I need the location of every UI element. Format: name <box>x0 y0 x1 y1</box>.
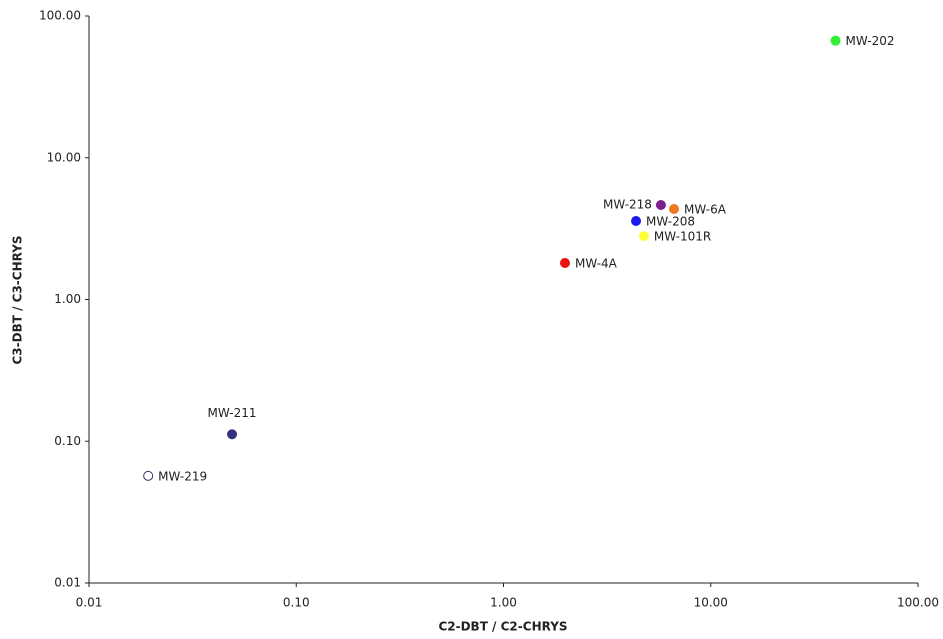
x-tick-label: 10.00 <box>694 596 728 610</box>
point-label: MW-218 <box>603 198 652 212</box>
x-tick-label: 0.01 <box>76 596 103 610</box>
point <box>559 257 570 268</box>
point-label: MW-211 <box>208 406 257 420</box>
y-tick-label: 10.00 <box>47 150 81 164</box>
point-label: MW-4A <box>575 256 618 270</box>
point-label: MW-208 <box>646 214 695 228</box>
point-label: MW-101R <box>654 230 711 244</box>
y-tick-label: 1.00 <box>54 292 81 306</box>
x-tick-label: 1.00 <box>490 596 517 610</box>
x-tick-label: 0.10 <box>283 596 310 610</box>
x-axis-label: C2-DBT / C2-CHRYS <box>438 620 567 634</box>
y-tick-label: 0.10 <box>54 434 81 448</box>
point <box>669 203 680 214</box>
point <box>655 200 666 211</box>
point <box>631 215 642 226</box>
y-tick-label: 0.01 <box>54 576 81 590</box>
point <box>830 35 841 46</box>
point <box>143 470 154 481</box>
point-label: MW-219 <box>158 469 207 483</box>
point-label: MW-6A <box>684 202 727 216</box>
y-axis-label: C3-DBT / C3-CHRYS <box>11 235 25 364</box>
point <box>638 231 649 242</box>
x-tick-label: 100.00 <box>897 596 939 610</box>
point <box>227 429 238 440</box>
y-tick-label: 100.00 <box>39 9 81 23</box>
point-label: MW-202 <box>846 34 895 48</box>
